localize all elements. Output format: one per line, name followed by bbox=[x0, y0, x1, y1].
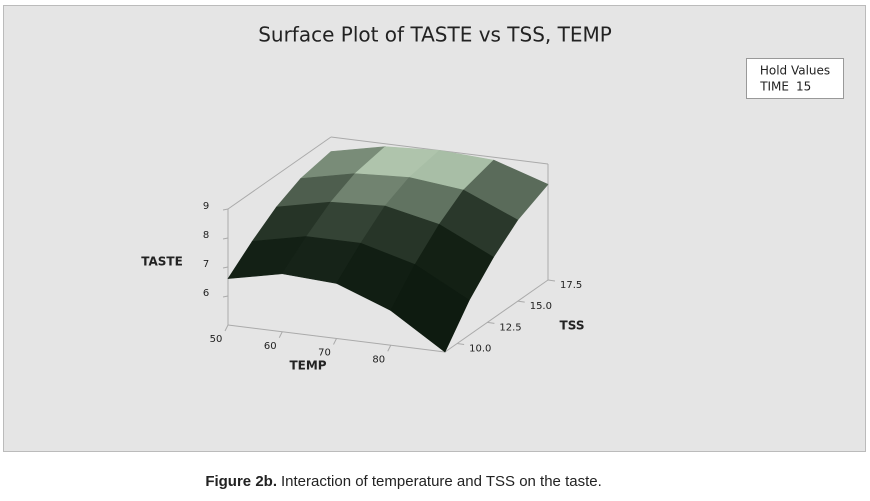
z-tick bbox=[222, 237, 229, 240]
z-tick bbox=[222, 208, 229, 211]
x-tick-label: 50 bbox=[210, 334, 223, 345]
box-edge bbox=[444, 279, 549, 353]
y-tick-label: 10.0 bbox=[469, 344, 491, 355]
z-tick-label: 9 bbox=[203, 201, 209, 212]
y-tick bbox=[487, 321, 495, 324]
z-axis-title: TASTE bbox=[141, 255, 183, 269]
chart-title: Surface Plot of TASTE vs TSS, TEMP bbox=[258, 23, 612, 47]
hold-box bbox=[746, 58, 844, 99]
box-edge bbox=[227, 136, 332, 210]
y-tick bbox=[547, 279, 556, 282]
z-tick-label: 6 bbox=[203, 288, 209, 299]
x-tick-label: 80 bbox=[372, 354, 385, 365]
x-tick-label: 60 bbox=[264, 341, 277, 352]
x-tick-label: 70 bbox=[318, 348, 331, 359]
x-tick bbox=[333, 338, 337, 345]
z-tick-label: 7 bbox=[203, 259, 209, 270]
x-axis-title: TEMP bbox=[289, 359, 326, 373]
caption-label: Figure 2b. bbox=[205, 473, 277, 490]
y-tick bbox=[517, 300, 525, 303]
y-axis-title: TSS bbox=[560, 319, 585, 333]
x-tick bbox=[224, 324, 229, 332]
y-tick bbox=[457, 343, 465, 346]
y-tick-label: 15.0 bbox=[530, 301, 552, 312]
caption-text: Interaction of temperature and TSS on th… bbox=[281, 473, 602, 490]
x-tick bbox=[278, 331, 283, 338]
x-tick bbox=[387, 345, 392, 352]
y-tick-label: 17.5 bbox=[560, 280, 582, 291]
surface-patch bbox=[390, 264, 470, 353]
z-tick-label: 8 bbox=[203, 230, 209, 241]
hold-value: 15 bbox=[796, 80, 811, 94]
z-tick bbox=[222, 266, 229, 269]
hold-label: TIME bbox=[759, 80, 789, 94]
y-tick-label: 12.5 bbox=[499, 322, 521, 333]
hold-title: Hold Values bbox=[760, 64, 830, 78]
z-tick bbox=[222, 295, 229, 298]
